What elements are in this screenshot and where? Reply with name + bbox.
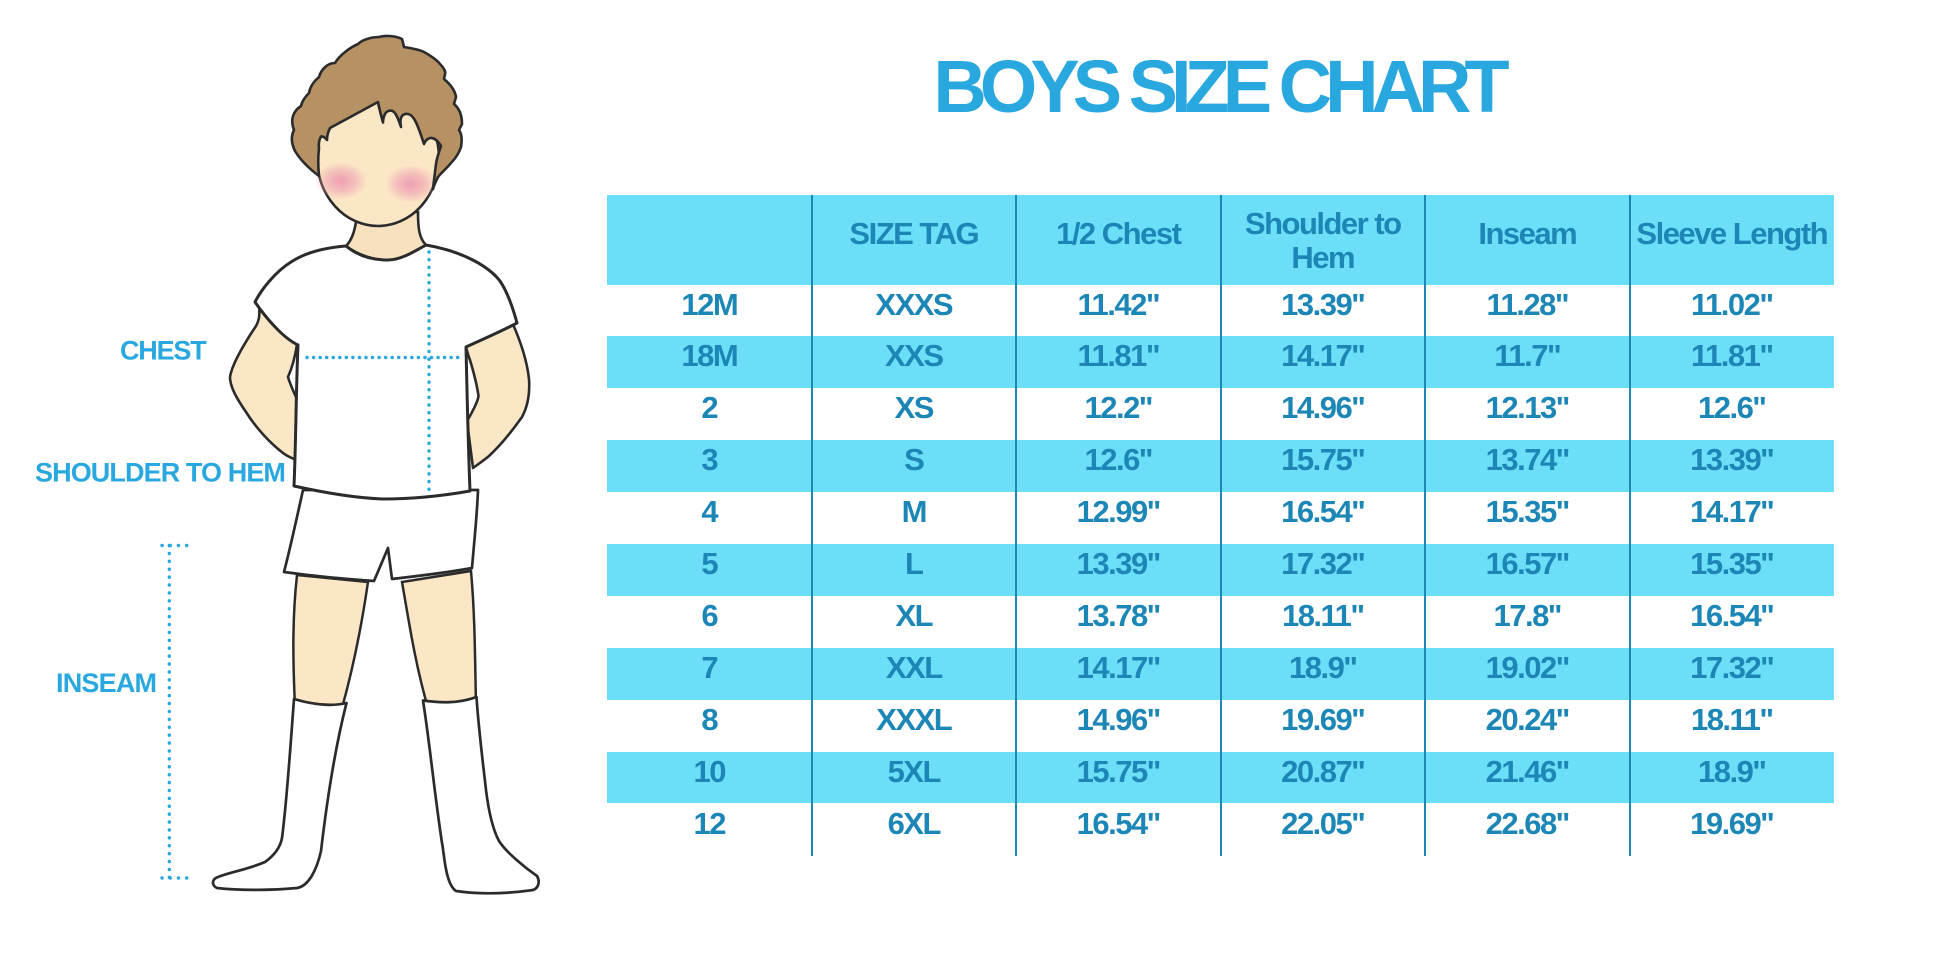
svg-text:INSEAM: INSEAM [56,668,156,698]
svg-text:CHEST: CHEST [120,336,207,366]
svg-text:SHOULDER TO HEM: SHOULDER TO HEM [35,458,285,488]
